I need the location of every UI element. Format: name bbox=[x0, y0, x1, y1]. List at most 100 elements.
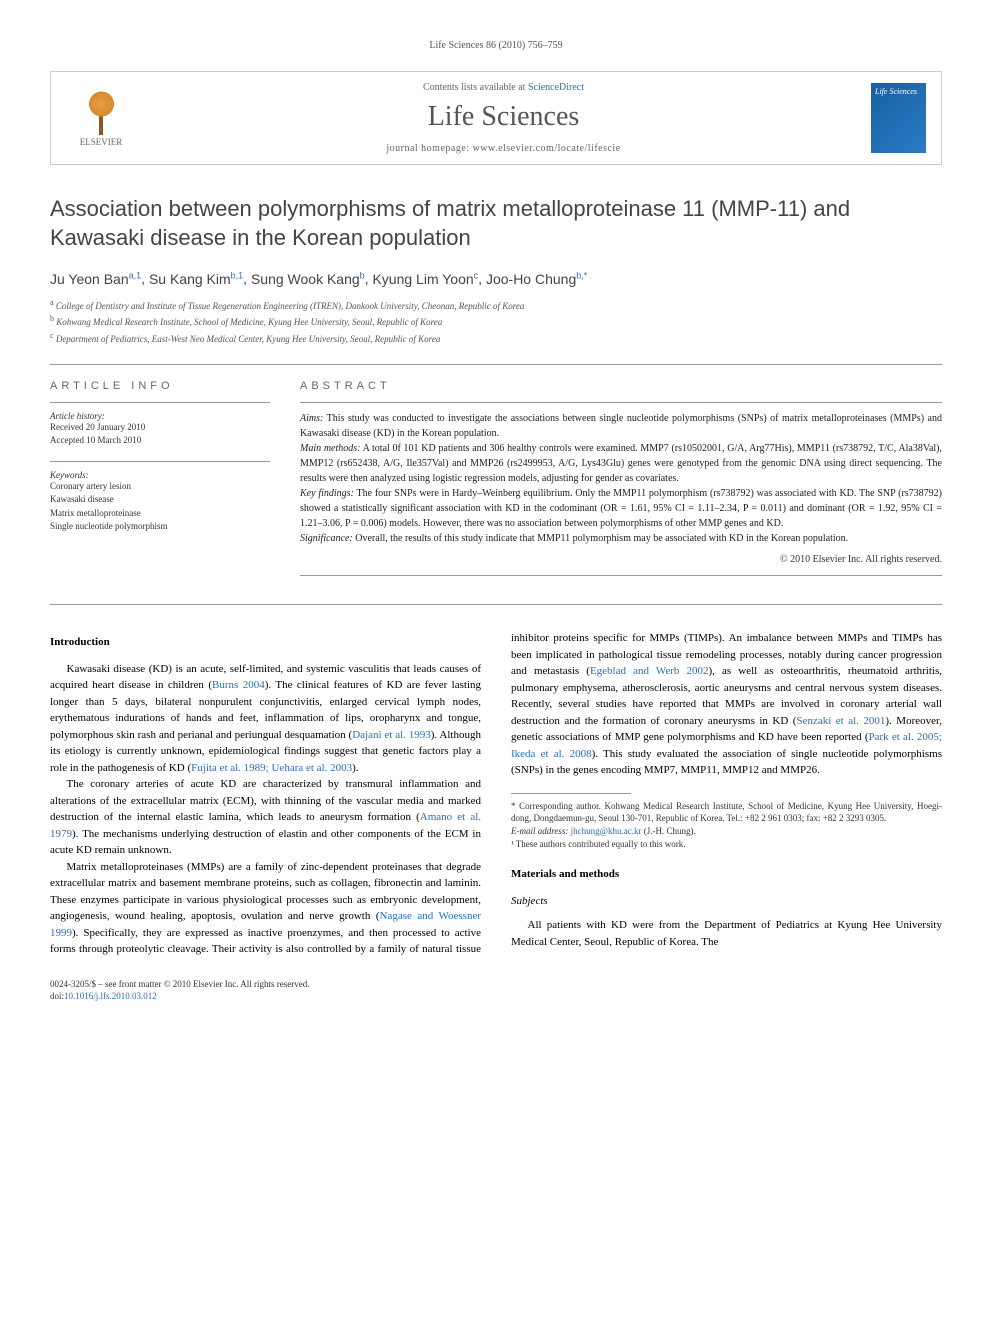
citation-link[interactable]: Senzaki et al. 2001 bbox=[796, 715, 885, 727]
abstract-body: A total 0f 101 KD patients and 306 healt… bbox=[300, 443, 942, 484]
abstract-heading: ABSTRACT bbox=[300, 380, 942, 392]
abstract-label: Key findings: bbox=[300, 488, 354, 499]
author-list: Ju Yeon Bana,1, Su Kang Kimb,1, Sung Woo… bbox=[50, 270, 942, 287]
journal-header-center: Contents lists available at ScienceDirec… bbox=[136, 82, 871, 154]
running-header: Life Sciences 86 (2010) 756–759 bbox=[50, 40, 942, 51]
received-date: Received 20 January 2010 bbox=[50, 421, 270, 434]
email-line: E-mail address: jhchung@khu.ac.kr (J.-H.… bbox=[511, 825, 942, 838]
keyword: Single nucleotide polymorphism bbox=[50, 520, 270, 534]
text-run: ). bbox=[352, 762, 358, 774]
sciencedirect-link[interactable]: ScienceDirect bbox=[528, 82, 584, 93]
keyword: Coronary artery lesion bbox=[50, 480, 270, 494]
elsevier-tree-icon bbox=[79, 90, 124, 135]
doi-link[interactable]: 10.1016/j.lfs.2010.03.012 bbox=[64, 991, 157, 1001]
subjects-p1: All patients with KD were from the Depar… bbox=[511, 917, 942, 950]
journal-cover-text: Life Sciences bbox=[875, 87, 917, 96]
intro-p1: Kawasaki disease (KD) is an acute, self-… bbox=[50, 661, 481, 777]
author-affil-sup: b,1 bbox=[231, 270, 244, 280]
intro-p2: The coronary arteries of acute KD are ch… bbox=[50, 776, 481, 859]
article-history-label: Article history: bbox=[50, 411, 270, 421]
email-label: E-mail address: bbox=[511, 826, 571, 836]
info-divider bbox=[50, 461, 270, 462]
email-link[interactable]: jhchung@khu.ac.kr bbox=[571, 826, 642, 836]
doi-line: doi:10.1016/j.lfs.2010.03.012 bbox=[50, 990, 942, 1003]
journal-name: Life Sciences bbox=[136, 101, 871, 133]
section-divider bbox=[50, 364, 942, 365]
text-run: ). The mechanisms underlying destruction… bbox=[50, 828, 481, 857]
affil-sup: a bbox=[50, 298, 54, 307]
author-name: Su Kang Kim bbox=[149, 271, 231, 287]
author-name: Ju Yeon Ban bbox=[50, 271, 129, 287]
keyword: Kawasaki disease bbox=[50, 493, 270, 507]
equal-contribution-note: ¹ These authors contributed equally to t… bbox=[511, 838, 942, 851]
author: Sung Wook Kangb bbox=[251, 271, 365, 287]
affiliation: b Kohwang Medical Research Institute, Sc… bbox=[50, 313, 942, 330]
abstract-section: Key findings: The four SNPs were in Hard… bbox=[300, 486, 942, 531]
affil-text: Kohwang Medical Research Institute, Scho… bbox=[56, 317, 442, 327]
author: Joo-Ho Chungb,* bbox=[486, 271, 587, 287]
subjects-heading: Subjects bbox=[511, 893, 942, 910]
body-text: Introduction Kawasaki disease (KD) is an… bbox=[50, 630, 942, 958]
intro-heading: Introduction bbox=[50, 634, 481, 651]
abstract-copyright: © 2010 Elsevier Inc. All rights reserved… bbox=[300, 554, 942, 565]
author-affil-sup: a,1 bbox=[129, 270, 142, 280]
affiliation: a College of Dentistry and Institute of … bbox=[50, 297, 942, 314]
author: Ju Yeon Bana,1 bbox=[50, 271, 141, 287]
doi-prefix: doi: bbox=[50, 991, 64, 1001]
page-footer: 0024-3205/$ – see front matter © 2010 El… bbox=[50, 978, 942, 1003]
journal-header: ELSEVIER Contents lists available at Sci… bbox=[50, 71, 942, 165]
affil-sup: c bbox=[50, 331, 54, 340]
article-title: Association between polymorphisms of mat… bbox=[50, 195, 942, 252]
author-name: Sung Wook Kang bbox=[251, 271, 360, 287]
citation-link[interactable]: Fujita et al. 1989; Uehara et al. 2003 bbox=[191, 762, 352, 774]
contents-available-line: Contents lists available at ScienceDirec… bbox=[136, 82, 871, 93]
abstract-box: ABSTRACT Aims: This study was conducted … bbox=[300, 380, 942, 584]
footnotes: * Corresponding author. Kohwang Medical … bbox=[511, 800, 942, 850]
affil-text: College of Dentistry and Institute of Ti… bbox=[56, 301, 525, 311]
author-affil-sup: c bbox=[474, 270, 479, 280]
citation-link[interactable]: Burns 2004 bbox=[212, 679, 265, 691]
footnote-divider bbox=[511, 793, 631, 794]
affiliation: c Department of Pediatrics, East-West Ne… bbox=[50, 330, 942, 347]
abstract-divider-bottom bbox=[300, 575, 942, 576]
abstract-label: Significance: bbox=[300, 533, 353, 544]
accepted-date: Accepted 10 March 2010 bbox=[50, 434, 270, 447]
affil-text: Department of Pediatrics, East-West Neo … bbox=[56, 334, 441, 344]
publisher-logo: ELSEVIER bbox=[66, 83, 136, 153]
abstract-body: The four SNPs were in Hardy–Weinberg equ… bbox=[300, 488, 942, 529]
front-matter-line: 0024-3205/$ – see front matter © 2010 El… bbox=[50, 978, 942, 991]
text-run: The coronary arteries of acute KD are ch… bbox=[50, 778, 481, 823]
keyword: Matrix metalloproteinase bbox=[50, 507, 270, 521]
author-name: Joo-Ho Chung bbox=[486, 271, 576, 287]
email-suffix: (J.-H. Chung). bbox=[641, 826, 695, 836]
corresponding-author-note: * Corresponding author. Kohwang Medical … bbox=[511, 800, 942, 825]
methods-heading: Materials and methods bbox=[511, 866, 942, 883]
journal-homepage[interactable]: journal homepage: www.elsevier.com/locat… bbox=[136, 143, 871, 154]
abstract-text: Aims: This study was conducted to invest… bbox=[300, 411, 942, 546]
info-abstract-row: ARTICLE INFO Article history: Received 2… bbox=[50, 380, 942, 584]
abstract-section: Significance: Overall, the results of th… bbox=[300, 531, 942, 546]
contents-prefix: Contents lists available at bbox=[423, 82, 528, 93]
article-info-heading: ARTICLE INFO bbox=[50, 380, 270, 392]
affiliations: a College of Dentistry and Institute of … bbox=[50, 297, 942, 347]
info-divider bbox=[50, 402, 270, 403]
abstract-section: Aims: This study was conducted to invest… bbox=[300, 411, 942, 441]
abstract-divider bbox=[300, 402, 942, 403]
keywords-label: Keywords: bbox=[50, 470, 270, 480]
abstract-body: Overall, the results of this study indic… bbox=[353, 533, 848, 544]
author-affil-sup: b bbox=[360, 270, 365, 280]
abstract-section: Main methods: A total 0f 101 KD patients… bbox=[300, 441, 942, 486]
journal-cover-thumbnail: Life Sciences bbox=[871, 83, 926, 153]
citation-link[interactable]: Egeblad and Werb 2002 bbox=[590, 665, 709, 677]
body-divider bbox=[50, 604, 942, 605]
article-info-box: ARTICLE INFO Article history: Received 2… bbox=[50, 380, 270, 584]
publisher-name: ELSEVIER bbox=[80, 137, 123, 147]
keywords-list: Coronary artery lesion Kawasaki disease … bbox=[50, 480, 270, 534]
citation-link[interactable]: Dajani et al. 1993 bbox=[352, 729, 431, 741]
abstract-label: Main methods: bbox=[300, 443, 360, 454]
affil-sup: b bbox=[50, 314, 54, 323]
abstract-body: This study was conducted to investigate … bbox=[300, 413, 942, 439]
author: Kyung Lim Yoonc bbox=[372, 271, 478, 287]
abstract-label: Aims: bbox=[300, 413, 323, 424]
author: Su Kang Kimb,1 bbox=[149, 271, 243, 287]
